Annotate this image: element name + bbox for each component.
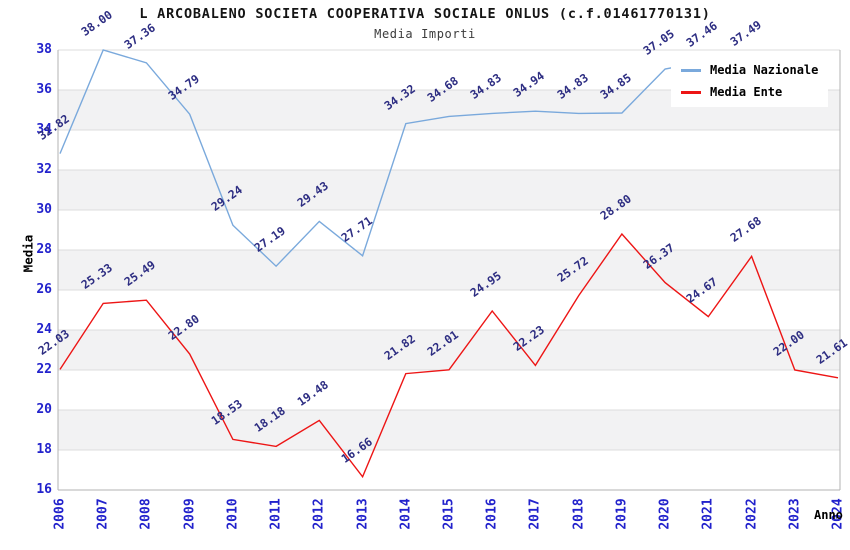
x-tick-label-2012: 2012 bbox=[311, 498, 327, 530]
x-tick-label-2016: 2016 bbox=[484, 498, 500, 530]
x-tick-label-2017: 2017 bbox=[527, 498, 543, 530]
legend-item-media-nazionale: Media Nazionale bbox=[681, 63, 818, 78]
plot-band bbox=[58, 410, 840, 450]
legend-label: Media Nazionale bbox=[710, 63, 819, 77]
x-tick-label-2019: 2019 bbox=[614, 498, 630, 530]
legend-label: Media Ente bbox=[710, 85, 783, 99]
y-tick-label: 32 bbox=[36, 162, 52, 177]
plot-band bbox=[58, 370, 840, 410]
plot-band bbox=[58, 250, 840, 290]
x-tick-label-2007: 2007 bbox=[95, 498, 111, 530]
plot-band bbox=[58, 450, 840, 490]
y-tick-label: 16 bbox=[36, 482, 52, 497]
chart-title: L ARCOBALENO SOCIETA COOPERATIVA SOCIALE… bbox=[139, 6, 711, 22]
x-tick-label-2010: 2010 bbox=[225, 498, 241, 530]
y-tick-label: 36 bbox=[36, 82, 52, 97]
x-tick-label-2022: 2022 bbox=[744, 498, 760, 530]
plot-band bbox=[58, 210, 840, 250]
x-tick-label-2023: 2023 bbox=[787, 498, 803, 530]
x-axis-title: Anno bbox=[814, 508, 843, 522]
series-line-media-ente bbox=[59, 232, 839, 479]
series-line-media-nazionale bbox=[59, 49, 752, 268]
x-tick-label-2008: 2008 bbox=[138, 498, 154, 530]
media-nazionale-line-swatch-icon bbox=[681, 69, 701, 72]
plot-band bbox=[58, 130, 840, 170]
y-tick-label: 18 bbox=[36, 442, 52, 457]
y-tick-label: 30 bbox=[36, 202, 52, 217]
x-tick-label-2015: 2015 bbox=[441, 498, 457, 530]
x-tick-label-2006: 2006 bbox=[52, 498, 68, 530]
x-tick-label-2014: 2014 bbox=[398, 498, 414, 530]
x-tick-label-2011: 2011 bbox=[268, 498, 284, 530]
y-tick-label: 38 bbox=[36, 42, 52, 57]
plot-band bbox=[58, 290, 840, 330]
plot-band bbox=[58, 170, 840, 210]
legend-item-media-ente: Media Ente bbox=[681, 85, 818, 100]
y-tick-label: 26 bbox=[36, 282, 52, 297]
plot-band bbox=[58, 330, 840, 370]
y-tick-label: 34 bbox=[36, 122, 52, 137]
y-tick-label: 24 bbox=[36, 322, 52, 337]
x-tick-label-2009: 2009 bbox=[182, 498, 198, 530]
chart-legend: Media Nazionale Media Ente bbox=[671, 57, 829, 107]
y-tick-label: 20 bbox=[36, 402, 52, 417]
y-tick-label: 22 bbox=[36, 362, 52, 377]
x-tick-label-2021: 2021 bbox=[700, 498, 716, 530]
chart-subtitle: Media Importi bbox=[374, 27, 476, 41]
media-ente-line-swatch-icon bbox=[681, 91, 701, 94]
x-tick-label-2018: 2018 bbox=[571, 498, 587, 530]
x-tick-label-2013: 2013 bbox=[355, 498, 371, 530]
y-tick-label: 28 bbox=[36, 242, 52, 257]
x-tick-label-2020: 2020 bbox=[657, 498, 673, 530]
